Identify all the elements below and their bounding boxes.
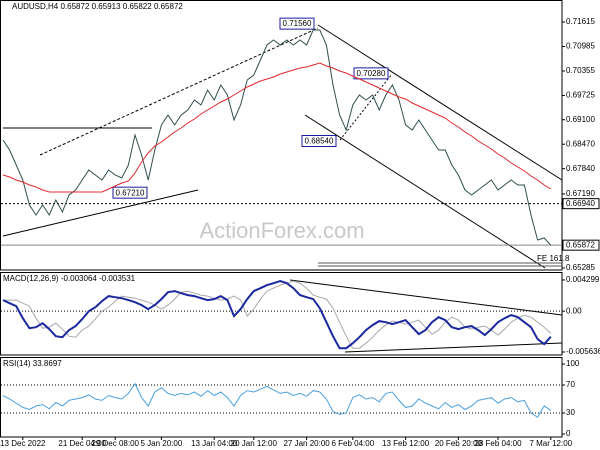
trend-line: [344, 342, 563, 353]
pivot-box: [301, 134, 337, 147]
x-tick-label: 27 Jan 20:00: [283, 439, 330, 448]
indicator-value: -0.003064: [61, 274, 98, 283]
y-tick-label: 0.71615: [566, 17, 595, 26]
series-line: [2, 29, 552, 246]
x-tick-label: 13 Jan 04:00: [191, 439, 238, 448]
fe-label: FE 161.8: [537, 254, 570, 263]
y-tick-label: 30: [566, 408, 575, 417]
trend-line: [317, 24, 563, 181]
y-tick-label: 0.69725: [566, 91, 595, 100]
symbol: AUDUSD,H4: [12, 2, 59, 11]
x-tick-label: 13 Dec 2022: [0, 439, 46, 448]
x-tick-label: 7 Mar 12:00: [529, 439, 572, 448]
indicator-name: MACD(12,26,9): [3, 274, 59, 283]
ohlc-value: 0.65822: [123, 2, 152, 11]
indicator-name: RSI(14): [3, 359, 31, 368]
trend-line: [304, 114, 546, 269]
y-tick-label: 0.70355: [566, 66, 595, 75]
x-tick-label: 21 Dec 04:00: [58, 439, 106, 448]
price-panel: [0, 0, 563, 271]
level-box: [562, 239, 600, 251]
rsi-header: RSI(14) 33.8697: [3, 359, 62, 368]
ohlc-value: 0.65872: [154, 2, 183, 11]
series-line: [2, 382, 552, 418]
y-tick-label: 0: [566, 429, 571, 438]
y-tick-label: 70: [566, 380, 575, 389]
x-tick-label: 13 Feb 12:00: [382, 439, 430, 448]
pivot-label: 0.68540: [305, 137, 334, 146]
ohlc-value: 0.65913: [92, 2, 121, 11]
ohlc-value: 0.65872: [60, 2, 89, 11]
y-tick-label: 0.00: [566, 306, 582, 315]
x-tick-label: 6 Feb 04:00: [331, 439, 374, 448]
pivot-box: [112, 186, 148, 199]
macd-header: MACD(12,26,9) -0.003064 -0.003531: [3, 274, 136, 283]
trend-lines: [2, 24, 563, 353]
indicator-value: 33.8697: [33, 359, 62, 368]
y-tick-label: 0.68470: [566, 139, 595, 148]
trend-line: [39, 27, 319, 156]
level-label: 0.65872: [566, 240, 595, 249]
x-tick-label: 20 Feb 20:00: [435, 439, 483, 448]
pivot-label: 0.71560: [283, 19, 312, 28]
rsi-panel: [0, 357, 563, 438]
series-line: [3, 280, 552, 349]
pivot-box: [353, 67, 389, 80]
pivot-label: 0.67210: [116, 188, 145, 197]
x-tick-label: 5 Jan 20:00: [140, 439, 182, 448]
trend-line: [2, 189, 199, 237]
series-line: [2, 62, 552, 193]
x-tick-label: 29 Dec 08:00: [91, 439, 139, 448]
pivot-label: 0.70280: [357, 69, 386, 78]
x-tick-label: 20 Jan 12:00: [231, 439, 278, 448]
y-tick-label: 0.004299: [566, 275, 600, 284]
x-tick-label: 28 Feb 04:00: [474, 439, 522, 448]
pivot-box: [279, 17, 315, 30]
level-label: 0.66940: [566, 199, 595, 208]
y-tick-label: -0.005636: [566, 347, 600, 356]
price-header: AUDUSD,H4 0.65872 0.65913 0.65822 0.6587…: [12, 2, 183, 11]
watermark: ActionForex.com: [199, 218, 364, 243]
indicator-value: -0.003531: [99, 274, 136, 283]
y-tick-label: 0.69100: [566, 115, 595, 124]
y-tick-label: 0.67190: [566, 189, 595, 198]
trend-line: [289, 279, 563, 316]
macd-panel: [0, 272, 563, 356]
y-tick-label: 0.65285: [566, 263, 595, 272]
y-tick-label: 0.67840: [566, 164, 595, 173]
y-tick-label: 100: [566, 359, 580, 368]
series-line: [2, 280, 552, 350]
y-tick-label: 0.70985: [566, 42, 595, 51]
level-box: [562, 198, 600, 210]
